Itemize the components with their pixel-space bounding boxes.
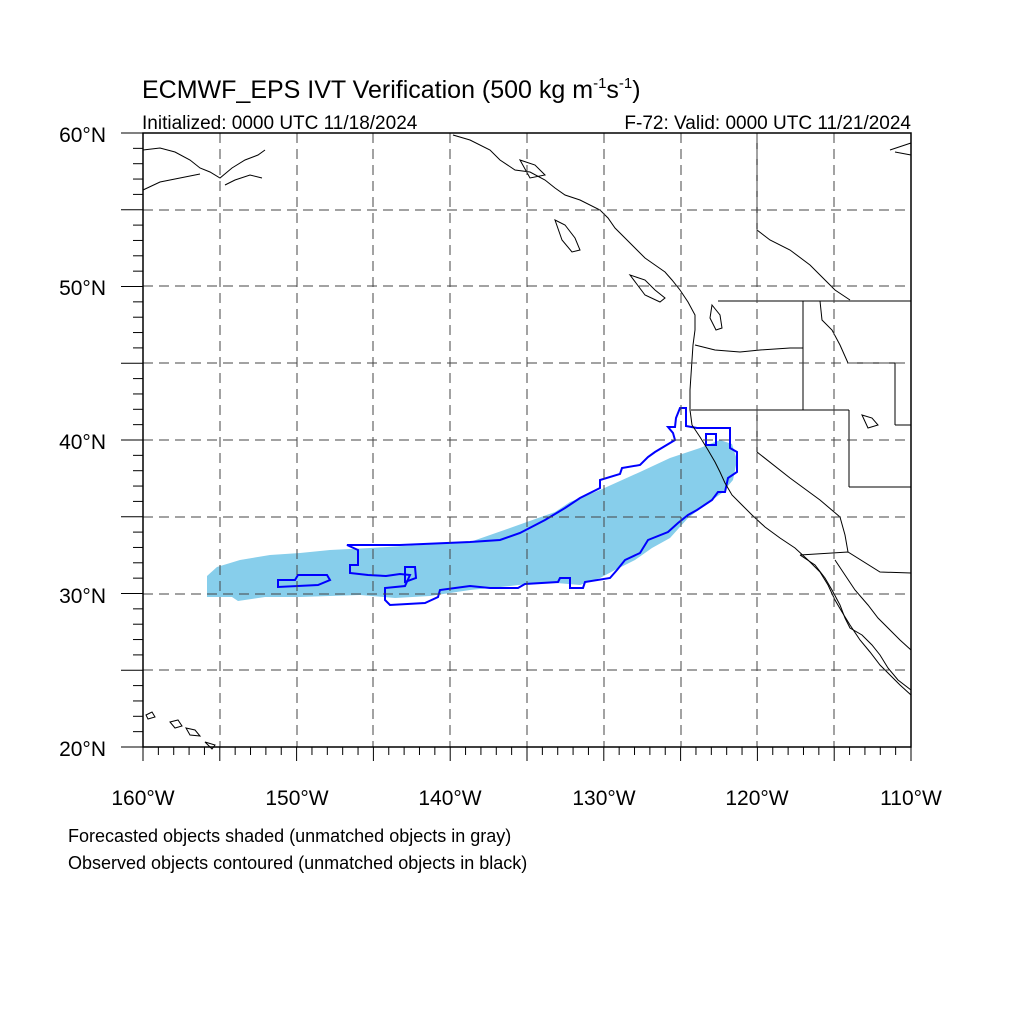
political-borders	[691, 133, 912, 574]
graticule	[143, 133, 911, 747]
initialized-label: Initialized: 0000 UTC 11/18/2024	[142, 113, 418, 134]
lon-label-140w: 140°W	[418, 787, 481, 810]
observed-ivt-contour-small	[705, 433, 717, 446]
valid-label: F-72: Valid: 0000 UTC 11/21/2024	[624, 113, 911, 134]
coastlines	[142, 134, 912, 750]
lat-label-30: 30°N	[59, 585, 106, 608]
lon-label-110w: 110°W	[880, 787, 942, 810]
lon-label-120w: 120°W	[725, 787, 788, 810]
lat-label-40: 40°N	[59, 431, 106, 454]
forecast-ivt-object	[207, 440, 737, 601]
axis-ticks	[121, 132, 912, 761]
forecast-legend-note: Forecasted objects shaded (unmatched obj…	[68, 826, 512, 846]
map-title: ECMWF_EPS IVT Verification (500 kg m-1s-…	[142, 75, 641, 104]
lon-label-150w: 150°W	[265, 787, 328, 810]
observed-ivt-contour-west	[277, 574, 332, 589]
map-frame	[142, 132, 912, 748]
lat-label-50: 50°N	[59, 277, 106, 300]
lat-label-20: 20°N	[59, 738, 106, 761]
observed-ivt-contour	[346, 407, 738, 607]
observed-legend-note: Observed objects contoured (unmatched ob…	[68, 853, 528, 873]
observed-ivt-contour-hook	[404, 566, 418, 584]
lon-label-160w: 160°W	[111, 787, 174, 810]
lon-label-130w: 130°W	[572, 787, 635, 810]
lat-label-60: 60°N	[59, 124, 106, 147]
